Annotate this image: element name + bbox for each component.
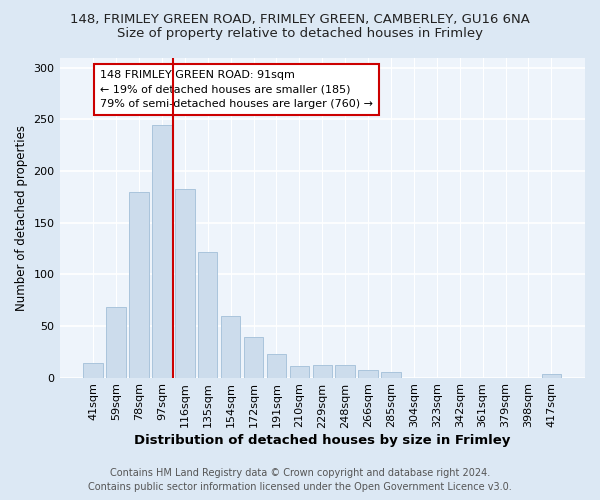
Text: 148 FRIMLEY GREEN ROAD: 91sqm
← 19% of detached houses are smaller (185)
79% of : 148 FRIMLEY GREEN ROAD: 91sqm ← 19% of d… bbox=[100, 70, 373, 110]
Bar bbox=[358, 370, 378, 378]
Bar bbox=[267, 354, 286, 378]
Text: 148, FRIMLEY GREEN ROAD, FRIMLEY GREEN, CAMBERLEY, GU16 6NA: 148, FRIMLEY GREEN ROAD, FRIMLEY GREEN, … bbox=[70, 12, 530, 26]
Y-axis label: Number of detached properties: Number of detached properties bbox=[15, 124, 28, 310]
Bar bbox=[83, 363, 103, 378]
Bar bbox=[152, 124, 172, 378]
Bar bbox=[129, 192, 149, 378]
Bar bbox=[381, 372, 401, 378]
Text: Contains HM Land Registry data © Crown copyright and database right 2024.
Contai: Contains HM Land Registry data © Crown c… bbox=[88, 468, 512, 492]
Bar bbox=[335, 365, 355, 378]
Bar bbox=[244, 338, 263, 378]
Bar bbox=[313, 365, 332, 378]
Text: Size of property relative to detached houses in Frimley: Size of property relative to detached ho… bbox=[117, 28, 483, 40]
X-axis label: Distribution of detached houses by size in Frimley: Distribution of detached houses by size … bbox=[134, 434, 511, 448]
Bar bbox=[221, 316, 241, 378]
Bar bbox=[542, 374, 561, 378]
Bar bbox=[290, 366, 309, 378]
Bar bbox=[175, 188, 194, 378]
Bar bbox=[198, 252, 217, 378]
Bar bbox=[106, 308, 126, 378]
